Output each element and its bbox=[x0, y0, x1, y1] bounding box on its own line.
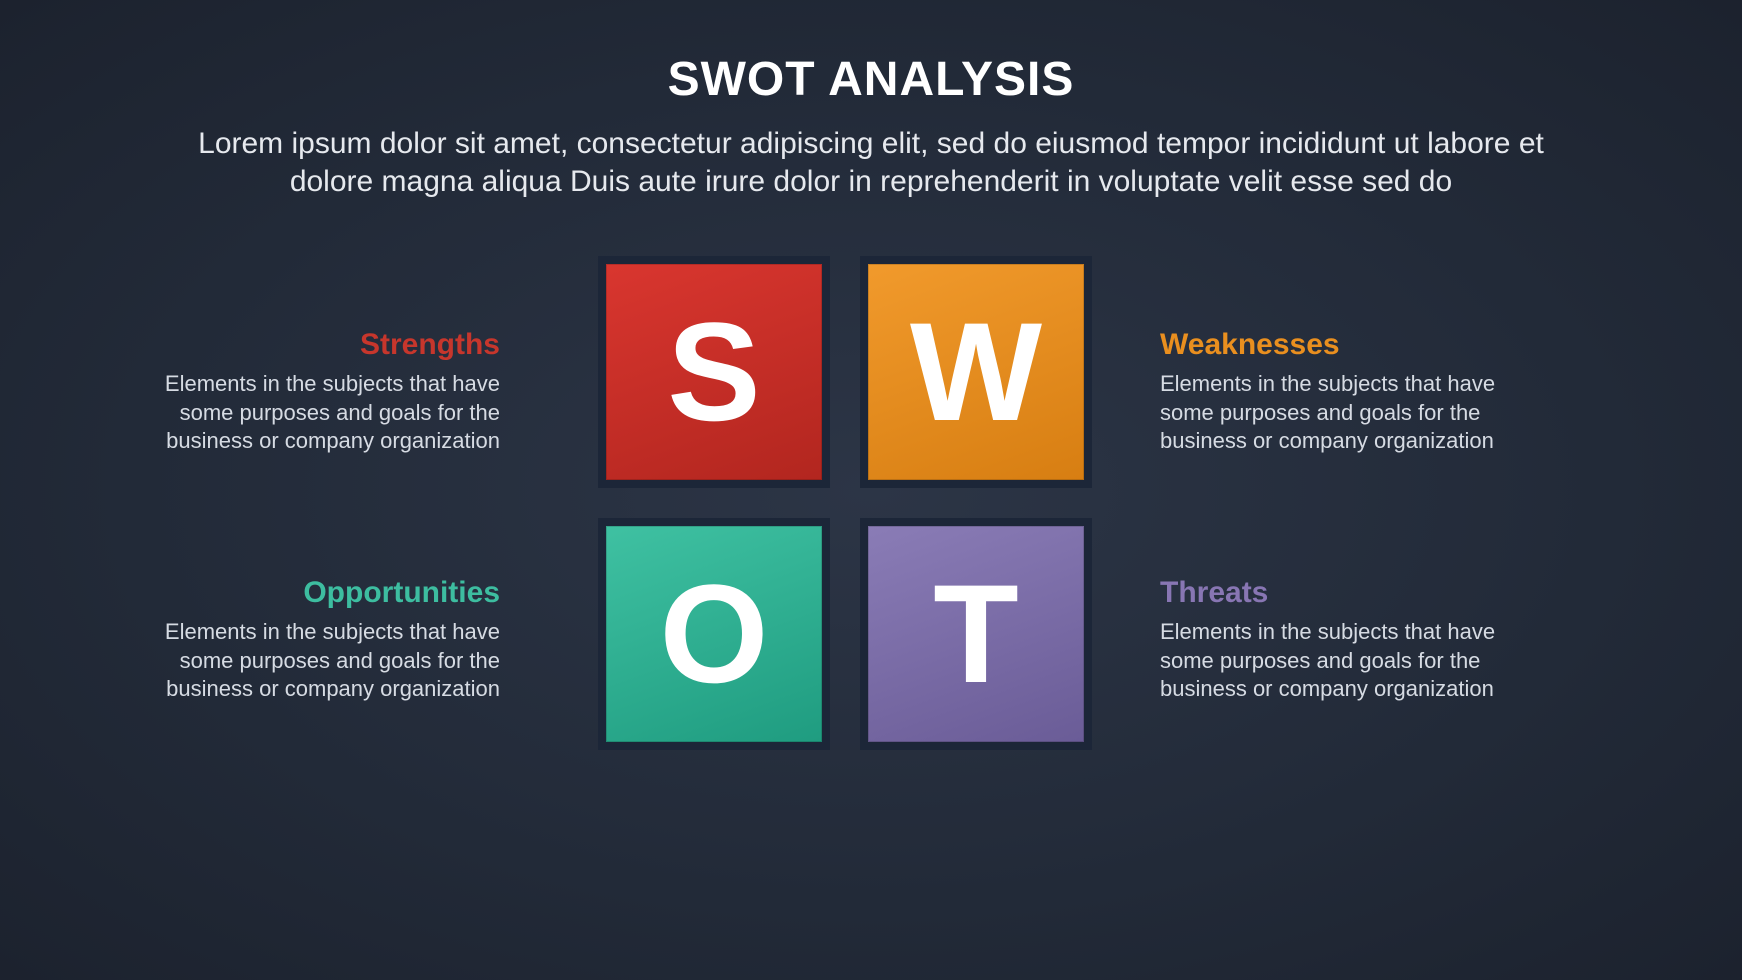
body-threats: Elements in the subjects that have some … bbox=[1160, 618, 1540, 704]
tile-threats: T bbox=[860, 518, 1092, 750]
heading-threats: Threats bbox=[1160, 576, 1540, 610]
tile-letter-t: T bbox=[933, 564, 1019, 704]
block-strengths: Strengths Elements in the subjects that … bbox=[120, 328, 500, 456]
tile-opportunities: O bbox=[598, 518, 830, 750]
swot-content: S W O T Strengths Elements in the subjec… bbox=[0, 256, 1742, 980]
heading-opportunities: Opportunities bbox=[120, 576, 500, 610]
tile-letter-w: W bbox=[910, 302, 1042, 442]
block-opportunities: Opportunities Elements in the subjects t… bbox=[120, 576, 500, 704]
tile-weaknesses: W bbox=[860, 256, 1092, 488]
block-threats: Threats Elements in the subjects that ha… bbox=[1160, 576, 1540, 704]
swot-slide: SWOT ANALYSIS Lorem ipsum dolor sit amet… bbox=[0, 0, 1742, 980]
heading-weaknesses: Weaknesses bbox=[1160, 328, 1540, 362]
tile-letter-s: S bbox=[667, 302, 760, 442]
heading-strengths: Strengths bbox=[120, 328, 500, 362]
tile-strengths: S bbox=[598, 256, 830, 488]
slide-title: SWOT ANALYSIS bbox=[668, 52, 1075, 107]
tile-letter-o: O bbox=[660, 564, 769, 704]
body-weaknesses: Elements in the subjects that have some … bbox=[1160, 370, 1540, 456]
block-weaknesses: Weaknesses Elements in the subjects that… bbox=[1160, 328, 1540, 456]
slide-subtitle: Lorem ipsum dolor sit amet, consectetur … bbox=[171, 125, 1571, 200]
body-strengths: Elements in the subjects that have some … bbox=[120, 370, 500, 456]
body-opportunities: Elements in the subjects that have some … bbox=[120, 618, 500, 704]
